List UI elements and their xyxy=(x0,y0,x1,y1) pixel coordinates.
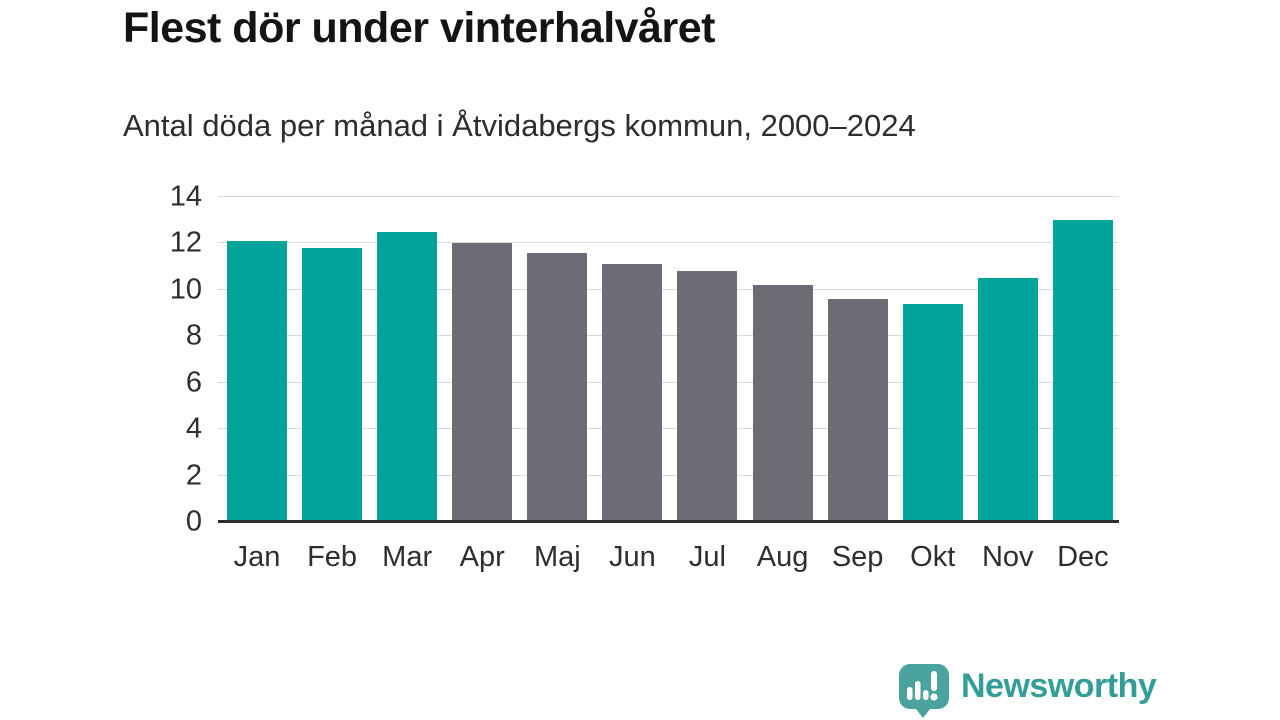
x-tick-label-jul: Jul xyxy=(688,541,726,573)
bar-dec xyxy=(1052,220,1113,522)
bar-slot-okt xyxy=(902,197,963,522)
y-tick-label-14: 14 xyxy=(169,180,202,213)
x-tick-label-sep: Sep xyxy=(831,541,884,573)
bar-slot-jun xyxy=(602,197,663,522)
chart-subtitle: Antal döda per månad i Åtvidabergs kommu… xyxy=(123,108,916,143)
y-tick-label-2: 2 xyxy=(185,459,202,492)
bar-jun xyxy=(602,264,663,522)
gridline-4 xyxy=(218,428,1119,430)
y-tick-label-10: 10 xyxy=(169,273,202,306)
brand-name: Newsworthy xyxy=(961,667,1157,705)
bar-slot-dec xyxy=(1052,197,1113,522)
page-title: Flest dör under vinterhalvåret xyxy=(123,4,715,52)
newsworthy-speech-bubble-chart-icon xyxy=(899,663,949,718)
y-axis: 0 2 4 6 8 10 12 14 xyxy=(130,182,202,536)
plot-area xyxy=(218,196,1119,523)
x-tick-label-jan: Jan xyxy=(233,541,281,573)
x-tick-label-jun: Jun xyxy=(609,541,656,573)
bar-jul xyxy=(677,271,738,522)
brand-logo: Newsworthy xyxy=(897,661,1157,720)
y-tick-label-8: 8 xyxy=(185,319,202,352)
x-axis-line xyxy=(218,520,1119,523)
bar-aug xyxy=(752,285,813,522)
gridline-10 xyxy=(218,288,1119,290)
x-tick-label-apr: Apr xyxy=(459,541,505,573)
bar-jan xyxy=(227,241,287,522)
x-tick-label-nov: Nov xyxy=(981,541,1034,573)
bar-feb xyxy=(302,248,363,522)
x-axis: Jan Feb Mar Apr Maj Jun Jul Aug Sep Okt Nov Dec xyxy=(227,541,1113,574)
bar-nov xyxy=(977,278,1038,522)
y-tick-label-12: 12 xyxy=(169,226,202,259)
bar-slot-mar xyxy=(377,197,438,522)
bar-okt xyxy=(902,303,963,522)
bar-slot-apr xyxy=(452,197,513,522)
x-tick-label-dec: Dec xyxy=(1057,541,1109,573)
bar-slot-jan xyxy=(227,197,287,522)
bars-row xyxy=(227,197,1113,522)
bar-slot-nov xyxy=(977,197,1038,522)
gridline-2 xyxy=(218,474,1119,476)
bar-sep xyxy=(827,299,888,522)
bar-slot-maj xyxy=(527,197,588,522)
bar-slot-jul xyxy=(677,197,738,522)
y-tick-label-4: 4 xyxy=(185,412,202,445)
y-tick-label-6: 6 xyxy=(185,366,202,399)
bar-slot-sep xyxy=(827,197,888,522)
bar-maj xyxy=(527,252,588,522)
gridline-14 xyxy=(218,196,1119,197)
x-tick-label-okt: Okt xyxy=(910,541,956,573)
x-tick-label-maj: Maj xyxy=(533,541,581,573)
bar-mar xyxy=(377,231,438,522)
gridline-8 xyxy=(218,335,1119,337)
y-tick-label-0: 0 xyxy=(185,505,202,538)
bar-apr xyxy=(452,243,513,522)
x-tick-label-mar: Mar xyxy=(382,541,433,573)
bar-slot-feb xyxy=(302,197,363,522)
gridline-12 xyxy=(218,242,1119,244)
gridline-6 xyxy=(218,381,1119,383)
x-tick-label-feb: Feb xyxy=(307,541,358,573)
bar-slot-aug xyxy=(752,197,813,522)
x-tick-label-aug: Aug xyxy=(756,541,809,573)
